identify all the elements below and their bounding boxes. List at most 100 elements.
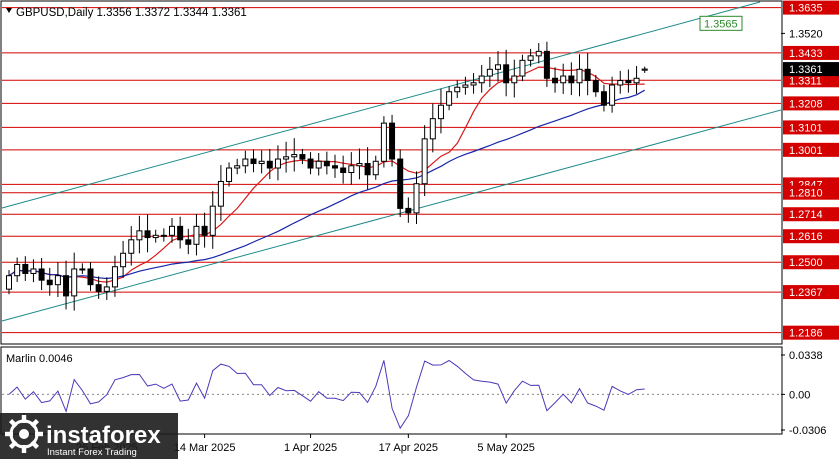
level-label-bg-1.2367 — [783, 285, 839, 300]
level-label-bg-1.2500 — [783, 255, 839, 270]
candle-body — [63, 275, 70, 297]
candle-body — [405, 207, 412, 214]
candle-body — [413, 183, 420, 214]
candle-body — [470, 82, 477, 86]
candle-body — [209, 205, 216, 236]
level-label: 1.2500 — [789, 257, 823, 269]
level-label-bg-1.3001 — [783, 142, 839, 157]
candle-body — [527, 55, 534, 61]
level-label-bg-1.3311 — [783, 73, 839, 88]
candle-body — [617, 80, 624, 86]
price-tick-label: 1.3520 — [789, 28, 823, 40]
candle-body — [71, 268, 78, 297]
time-label: 17 Apr 2025 — [379, 442, 438, 454]
candle-body — [543, 50, 550, 79]
candle-body — [242, 158, 249, 167]
level-label-bg-1.3101 — [783, 120, 839, 135]
candle-body — [511, 75, 518, 84]
candle-body — [307, 158, 314, 169]
candle-body — [633, 77, 640, 84]
candle-body — [177, 225, 184, 241]
time-label: 5 May 2025 — [477, 442, 534, 454]
level-label: 1.3635 — [789, 3, 823, 15]
oscillator-label: Marlin 0.0046 — [6, 353, 73, 365]
candle-body — [274, 158, 281, 169]
current-price-label: 1.3361 — [789, 64, 823, 76]
candle-body — [323, 160, 330, 167]
candle-body — [128, 239, 135, 254]
oscillator-axis: 0.0338 0.00 -0.0306 — [781, 350, 826, 437]
candle-body — [160, 234, 167, 237]
time-label: 14 Mar 2025 — [174, 442, 236, 454]
candle-body — [592, 80, 599, 93]
candle-body — [22, 263, 29, 274]
level-label: 1.2186 — [789, 328, 823, 340]
candle-body — [14, 263, 21, 277]
candle-body — [120, 252, 127, 268]
candle-body — [486, 68, 493, 77]
level-label: 1.3208 — [789, 98, 823, 110]
current-price-bg — [783, 62, 839, 77]
candle-body — [79, 268, 86, 271]
candle-body — [283, 156, 290, 160]
candle-body — [348, 165, 355, 173]
level-label-bg-1.3208 — [783, 96, 839, 111]
candle-body — [584, 68, 591, 82]
channel-target-label: 1.3565 — [704, 18, 738, 30]
candle-body — [495, 64, 501, 70]
level-label: 1.2616 — [789, 231, 823, 243]
candle-body — [560, 75, 567, 84]
osc-tick-label: -0.0306 — [789, 425, 826, 437]
candle-body — [144, 230, 151, 239]
candle-body — [87, 268, 94, 286]
candle-body — [226, 167, 233, 182]
level-label: 1.2367 — [789, 287, 823, 299]
candle-body — [291, 154, 298, 158]
osc-tick-label: 0.00 — [789, 389, 810, 401]
level-label-bg-1.3635 — [783, 0, 839, 15]
candles — [6, 41, 648, 311]
candle-body — [609, 84, 616, 106]
watermark-tagline: Instant Forex Trading — [47, 447, 137, 458]
instaforex-watermark: instaforex Instant Forex Trading — [0, 413, 178, 459]
candle-body — [519, 59, 526, 77]
level-label: 1.3311 — [789, 75, 822, 87]
level-label-bg-1.3433 — [783, 45, 839, 60]
candle-body — [95, 284, 102, 292]
candle-body — [152, 234, 159, 239]
channel-upper-line — [1, 1, 761, 209]
candle-body — [421, 138, 428, 185]
candle-body — [397, 158, 404, 209]
candle-body — [462, 84, 469, 88]
watermark-brand: instaforex — [46, 422, 161, 449]
candle-body — [576, 68, 583, 84]
candle-body — [258, 160, 265, 165]
trend-channel: 1.3565 — [1, 1, 782, 322]
candle-body — [568, 75, 575, 84]
candle-body — [625, 80, 632, 84]
candle-body — [299, 154, 306, 160]
candle-body — [380, 122, 387, 162]
level-label: 1.3001 — [789, 145, 823, 157]
candle-body — [454, 86, 461, 93]
candle-body — [217, 180, 224, 207]
level-label-bg-1.2714 — [783, 207, 839, 222]
chart-header: GBPUSD,Daily 1.3356 1.3372 1.3344 1.3361 — [6, 7, 247, 19]
level-label: 1.2714 — [789, 209, 823, 221]
channel-lower-line — [1, 109, 782, 322]
candle-body — [315, 160, 322, 169]
symbol-info: GBPUSD,Daily 1.3356 1.3372 1.3344 1.3361 — [16, 7, 247, 19]
candle-body — [437, 104, 444, 120]
osc-tick-label: 0.0338 — [789, 350, 823, 362]
instaforex-logo-icon — [5, 415, 43, 453]
candle-body — [46, 279, 53, 286]
level-label: 1.3433 — [789, 48, 823, 60]
candle-body — [54, 275, 61, 286]
level-label-bg-1.2616 — [783, 229, 839, 244]
candle-body — [389, 122, 396, 160]
candle-body — [356, 163, 363, 167]
collapse-triangle-icon[interactable] — [6, 8, 12, 13]
candle-body — [332, 165, 338, 169]
